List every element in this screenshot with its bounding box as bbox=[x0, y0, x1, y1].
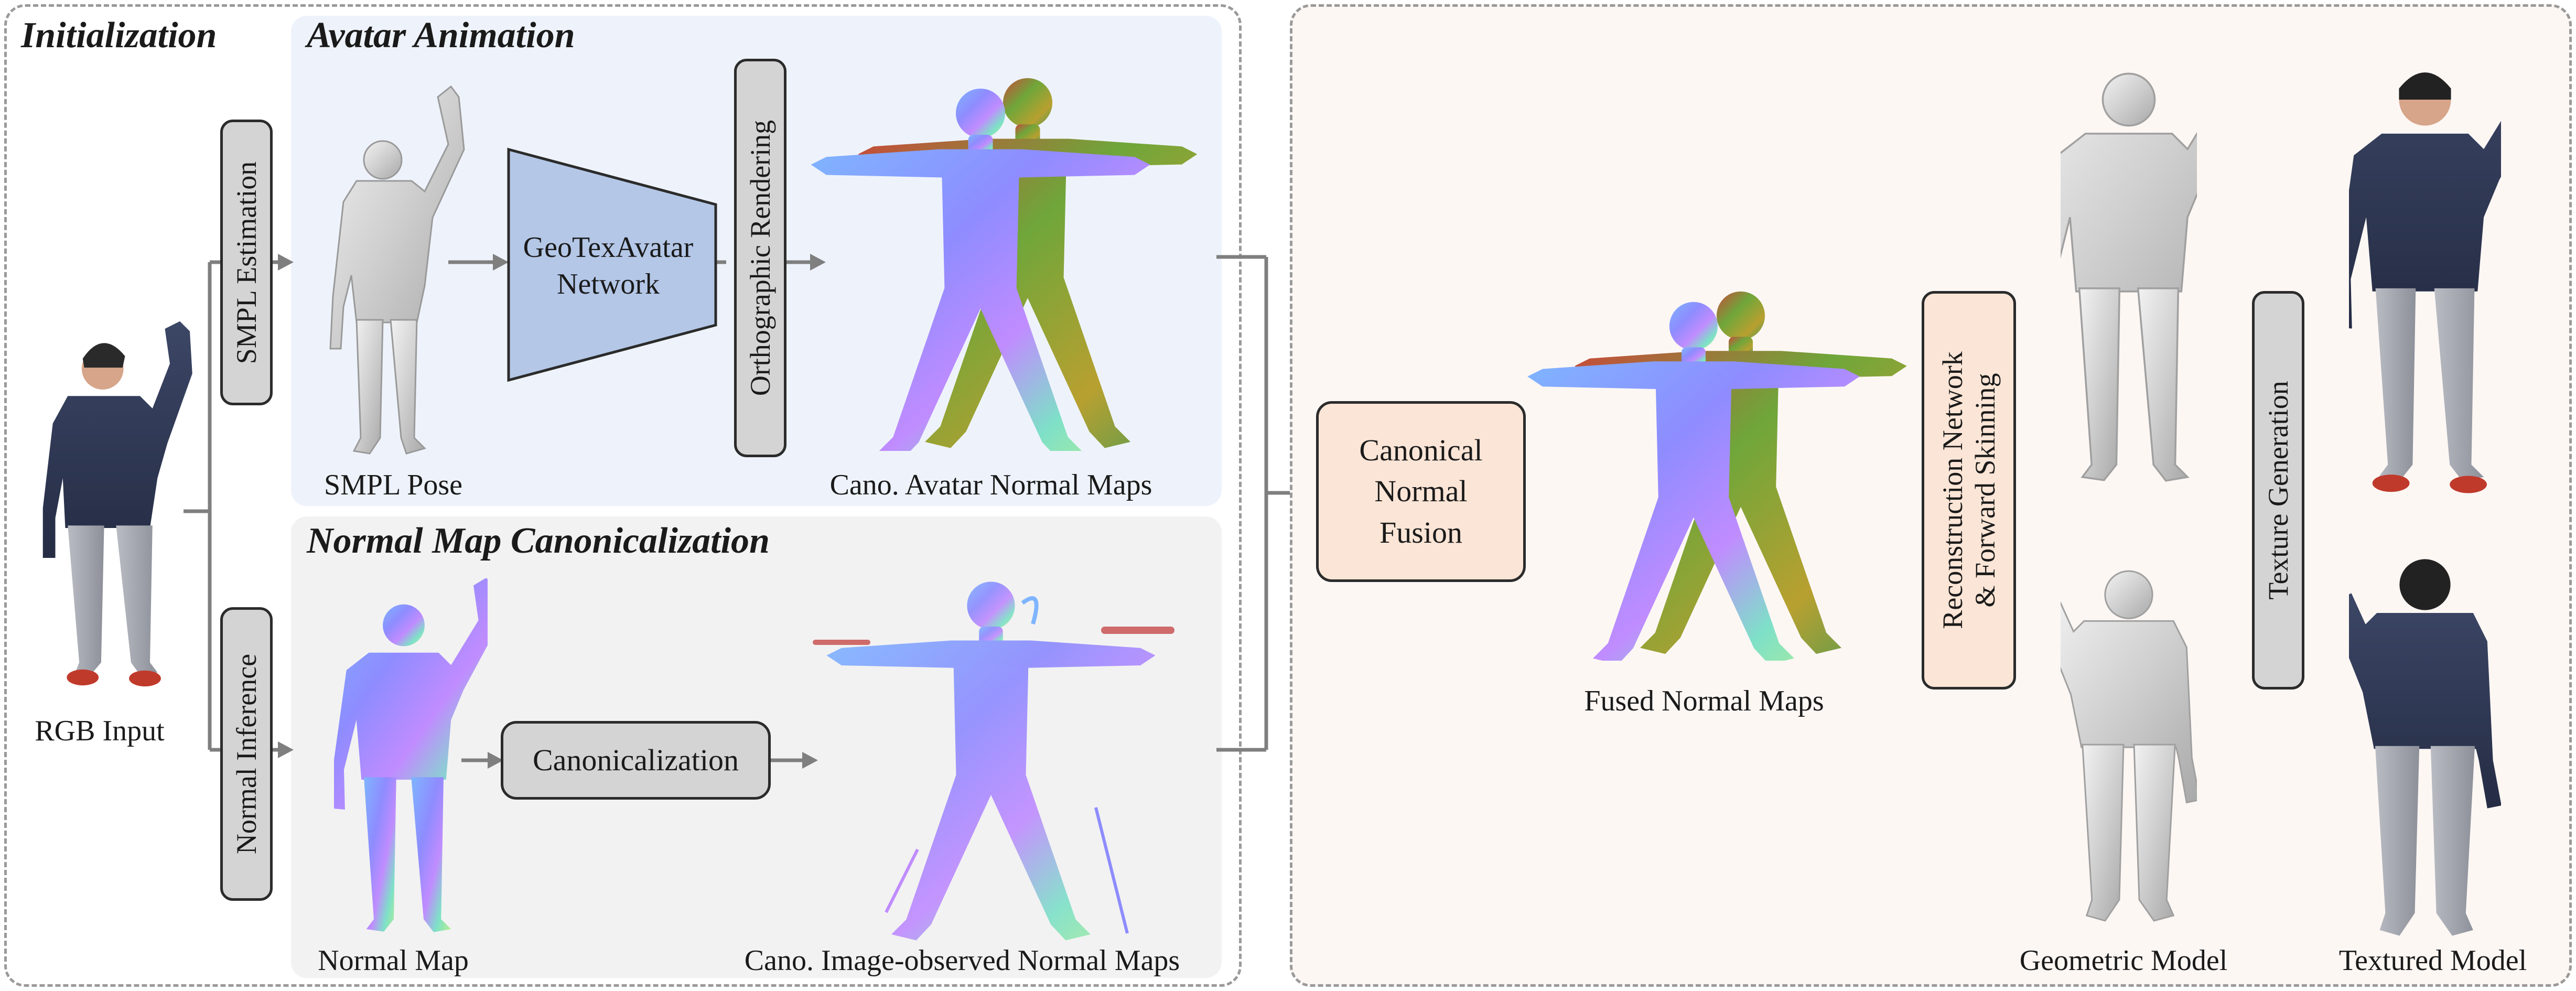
normal-inference-label: Normal Inference bbox=[230, 653, 262, 855]
cano-image-normal-maps-image bbox=[813, 581, 1174, 941]
normal-map-label: Normal Map bbox=[318, 944, 469, 977]
geotexavatar-network-shape bbox=[507, 147, 717, 382]
reconstruction-network-box: Reconstruction Network & Forward Skinnin… bbox=[1922, 291, 2016, 690]
orthographic-rendering-box: Orthographic Rendering bbox=[734, 59, 786, 457]
smpl-pose-image bbox=[329, 85, 465, 455]
left-panel bbox=[4, 4, 1242, 987]
texture-generation-box: Texture Generation bbox=[2252, 291, 2304, 690]
geometric-model-front-image bbox=[2061, 40, 2197, 482]
reconstruction-network-label: Reconstruction Network & Forward Skinnin… bbox=[1936, 351, 2001, 629]
smpl-pose-label: SMPL Pose bbox=[324, 469, 462, 501]
fusion-label-1: Canonical bbox=[1359, 433, 1483, 468]
geotexavatar-network-label-2: Network bbox=[557, 268, 660, 300]
fusion-label-3: Fusion bbox=[1379, 515, 1462, 550]
cano-avatar-normal-maps-label: Cano. Avatar Normal Maps bbox=[829, 469, 1152, 501]
normal-map-image bbox=[334, 578, 488, 932]
normal-inference-box: Normal Inference bbox=[220, 607, 273, 901]
rgb-input-label: RGB Input bbox=[35, 715, 165, 747]
canonicalization-label: Canonicalization bbox=[533, 742, 739, 777]
avatar-animation-title: Avatar Animation bbox=[307, 15, 575, 56]
textured-model-front-image bbox=[2349, 72, 2501, 493]
geotexavatar-network-label-1: GeoTexAvatar bbox=[523, 231, 694, 264]
texture-generation-label: Texture Generation bbox=[2262, 381, 2294, 600]
fused-normal-maps-label: Fused Normal Maps bbox=[1584, 685, 1824, 717]
orthographic-rendering-label: Orthographic Rendering bbox=[744, 120, 776, 396]
cano-image-normal-maps-label: Cano. Image-observed Normal Maps bbox=[744, 944, 1180, 977]
geometric-model-back-image bbox=[2061, 570, 2197, 922]
textured-model-back-image bbox=[2349, 559, 2501, 936]
cano-avatar-normal-maps-image bbox=[811, 78, 1198, 451]
smpl-estimation-label: SMPL Estimation bbox=[230, 161, 262, 364]
smpl-estimation-box: SMPL Estimation bbox=[220, 120, 273, 405]
fusion-label-2: Normal bbox=[1374, 474, 1468, 509]
geometric-model-label: Geometric Model bbox=[2019, 944, 2228, 977]
textured-model-label: Textured Model bbox=[2338, 944, 2527, 977]
rgb-input-image bbox=[42, 321, 192, 687]
initialization-title: Initialization bbox=[21, 15, 217, 56]
reconstruction-label-2: & Forward Skinning bbox=[1969, 373, 2001, 608]
canonicalization-box: Canonicalization bbox=[501, 721, 771, 800]
canonical-normal-fusion-box: Canonical Normal Fusion bbox=[1316, 401, 1526, 582]
fused-normal-maps-image bbox=[1527, 291, 1907, 661]
normal-canonicalization-title: Normal Map Canonicalization bbox=[307, 521, 770, 561]
reconstruction-label-1: Reconstruction Network bbox=[1936, 351, 1968, 629]
